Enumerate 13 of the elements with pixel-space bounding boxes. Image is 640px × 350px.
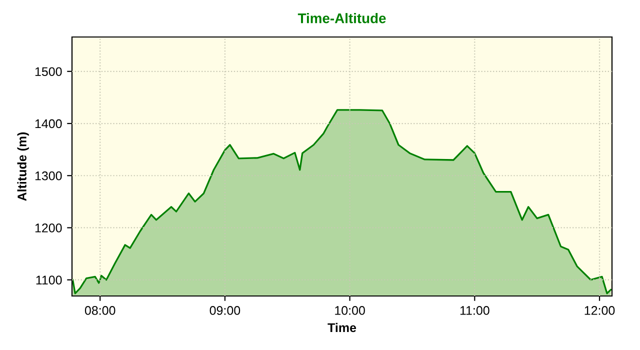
y-tick-label: 1400	[35, 119, 62, 128]
x-tick-label: 09:00	[210, 306, 240, 315]
x-tick-label: 11:00	[460, 306, 490, 315]
x-axis-title: Time	[328, 322, 356, 332]
y-tick-label: 1500	[35, 67, 62, 76]
y-tick-label: 1100	[36, 276, 62, 284]
chart-title: Time-Altitude	[298, 13, 386, 24]
x-tick-label: 12:00	[584, 306, 615, 315]
y-tick-label: 1300	[35, 171, 62, 180]
x-tick-label: 10:00	[335, 306, 365, 315]
y-axis-title: Altitude (m)	[17, 132, 29, 201]
x-tick-label: 08:00	[84, 306, 116, 315]
y-tick-label: 1200	[35, 224, 62, 232]
